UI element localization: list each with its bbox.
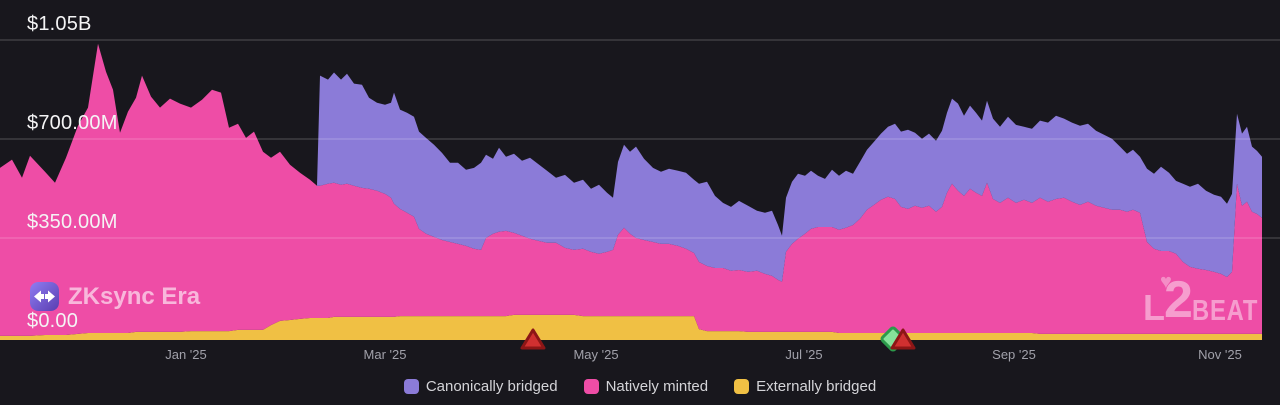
legend-item-natively-minted[interactable]: Natively minted bbox=[583, 378, 709, 395]
zksync-era-watermark: ZKsync Era bbox=[30, 282, 200, 311]
natively-minted-swatch-icon bbox=[583, 379, 599, 394]
area-canonically-bridged bbox=[0, 43, 1262, 282]
x-axis-label-jan: Jan '25 bbox=[165, 347, 207, 362]
zksync-era-label: ZKsync Era bbox=[68, 282, 201, 310]
y-axis-label-1050m: $1.05B bbox=[27, 13, 92, 35]
l2beat-watermark-l: L bbox=[1143, 287, 1165, 328]
x-axis-label-sep: Sep '25 bbox=[992, 347, 1036, 362]
legend-label: Externally bridged bbox=[756, 378, 877, 395]
milestone-warning-triangle-marker[interactable] bbox=[520, 328, 546, 350]
x-axis-label-jul: Jul '25 bbox=[785, 347, 823, 362]
zksync-logo-icon bbox=[30, 282, 59, 311]
area-externally-bridged bbox=[0, 314, 1262, 340]
legend-item-canonically-bridged[interactable]: Canonically bridged bbox=[403, 378, 558, 395]
canonically-bridged-swatch-icon bbox=[403, 379, 419, 394]
legend-label: Natively minted bbox=[605, 378, 709, 395]
legend: Canonically bridged Natively minted Exte… bbox=[0, 378, 1280, 395]
y-axis-label-0: $0.00 bbox=[27, 310, 79, 332]
legend-label: Canonically bridged bbox=[425, 378, 558, 395]
y-axis-label-700m: $700.00M bbox=[27, 112, 118, 134]
area-natively-minted bbox=[0, 43, 1262, 336]
x-axis-label-nov: Nov '25 bbox=[1198, 347, 1242, 362]
externally-bridged-swatch-icon bbox=[734, 379, 750, 394]
legend-item-externally-bridged[interactable]: Externally bridged bbox=[734, 378, 876, 395]
x-axis-label-mar: Mar '25 bbox=[363, 347, 407, 362]
y-axis-label-350m: $350.00M bbox=[27, 211, 118, 233]
l2beat-watermark-beat: BEAT bbox=[1191, 295, 1259, 327]
l2beat-watermark-2: ♥ 2 bbox=[1160, 271, 1193, 329]
x-axis-label-may: May '25 bbox=[573, 347, 619, 362]
l2beat-watermark: L ♥ 2 BEAT bbox=[1143, 271, 1273, 329]
l2beat-heart-icon: ♥ bbox=[1160, 271, 1172, 293]
milestone-warning-triangle-marker[interactable] bbox=[890, 328, 916, 350]
